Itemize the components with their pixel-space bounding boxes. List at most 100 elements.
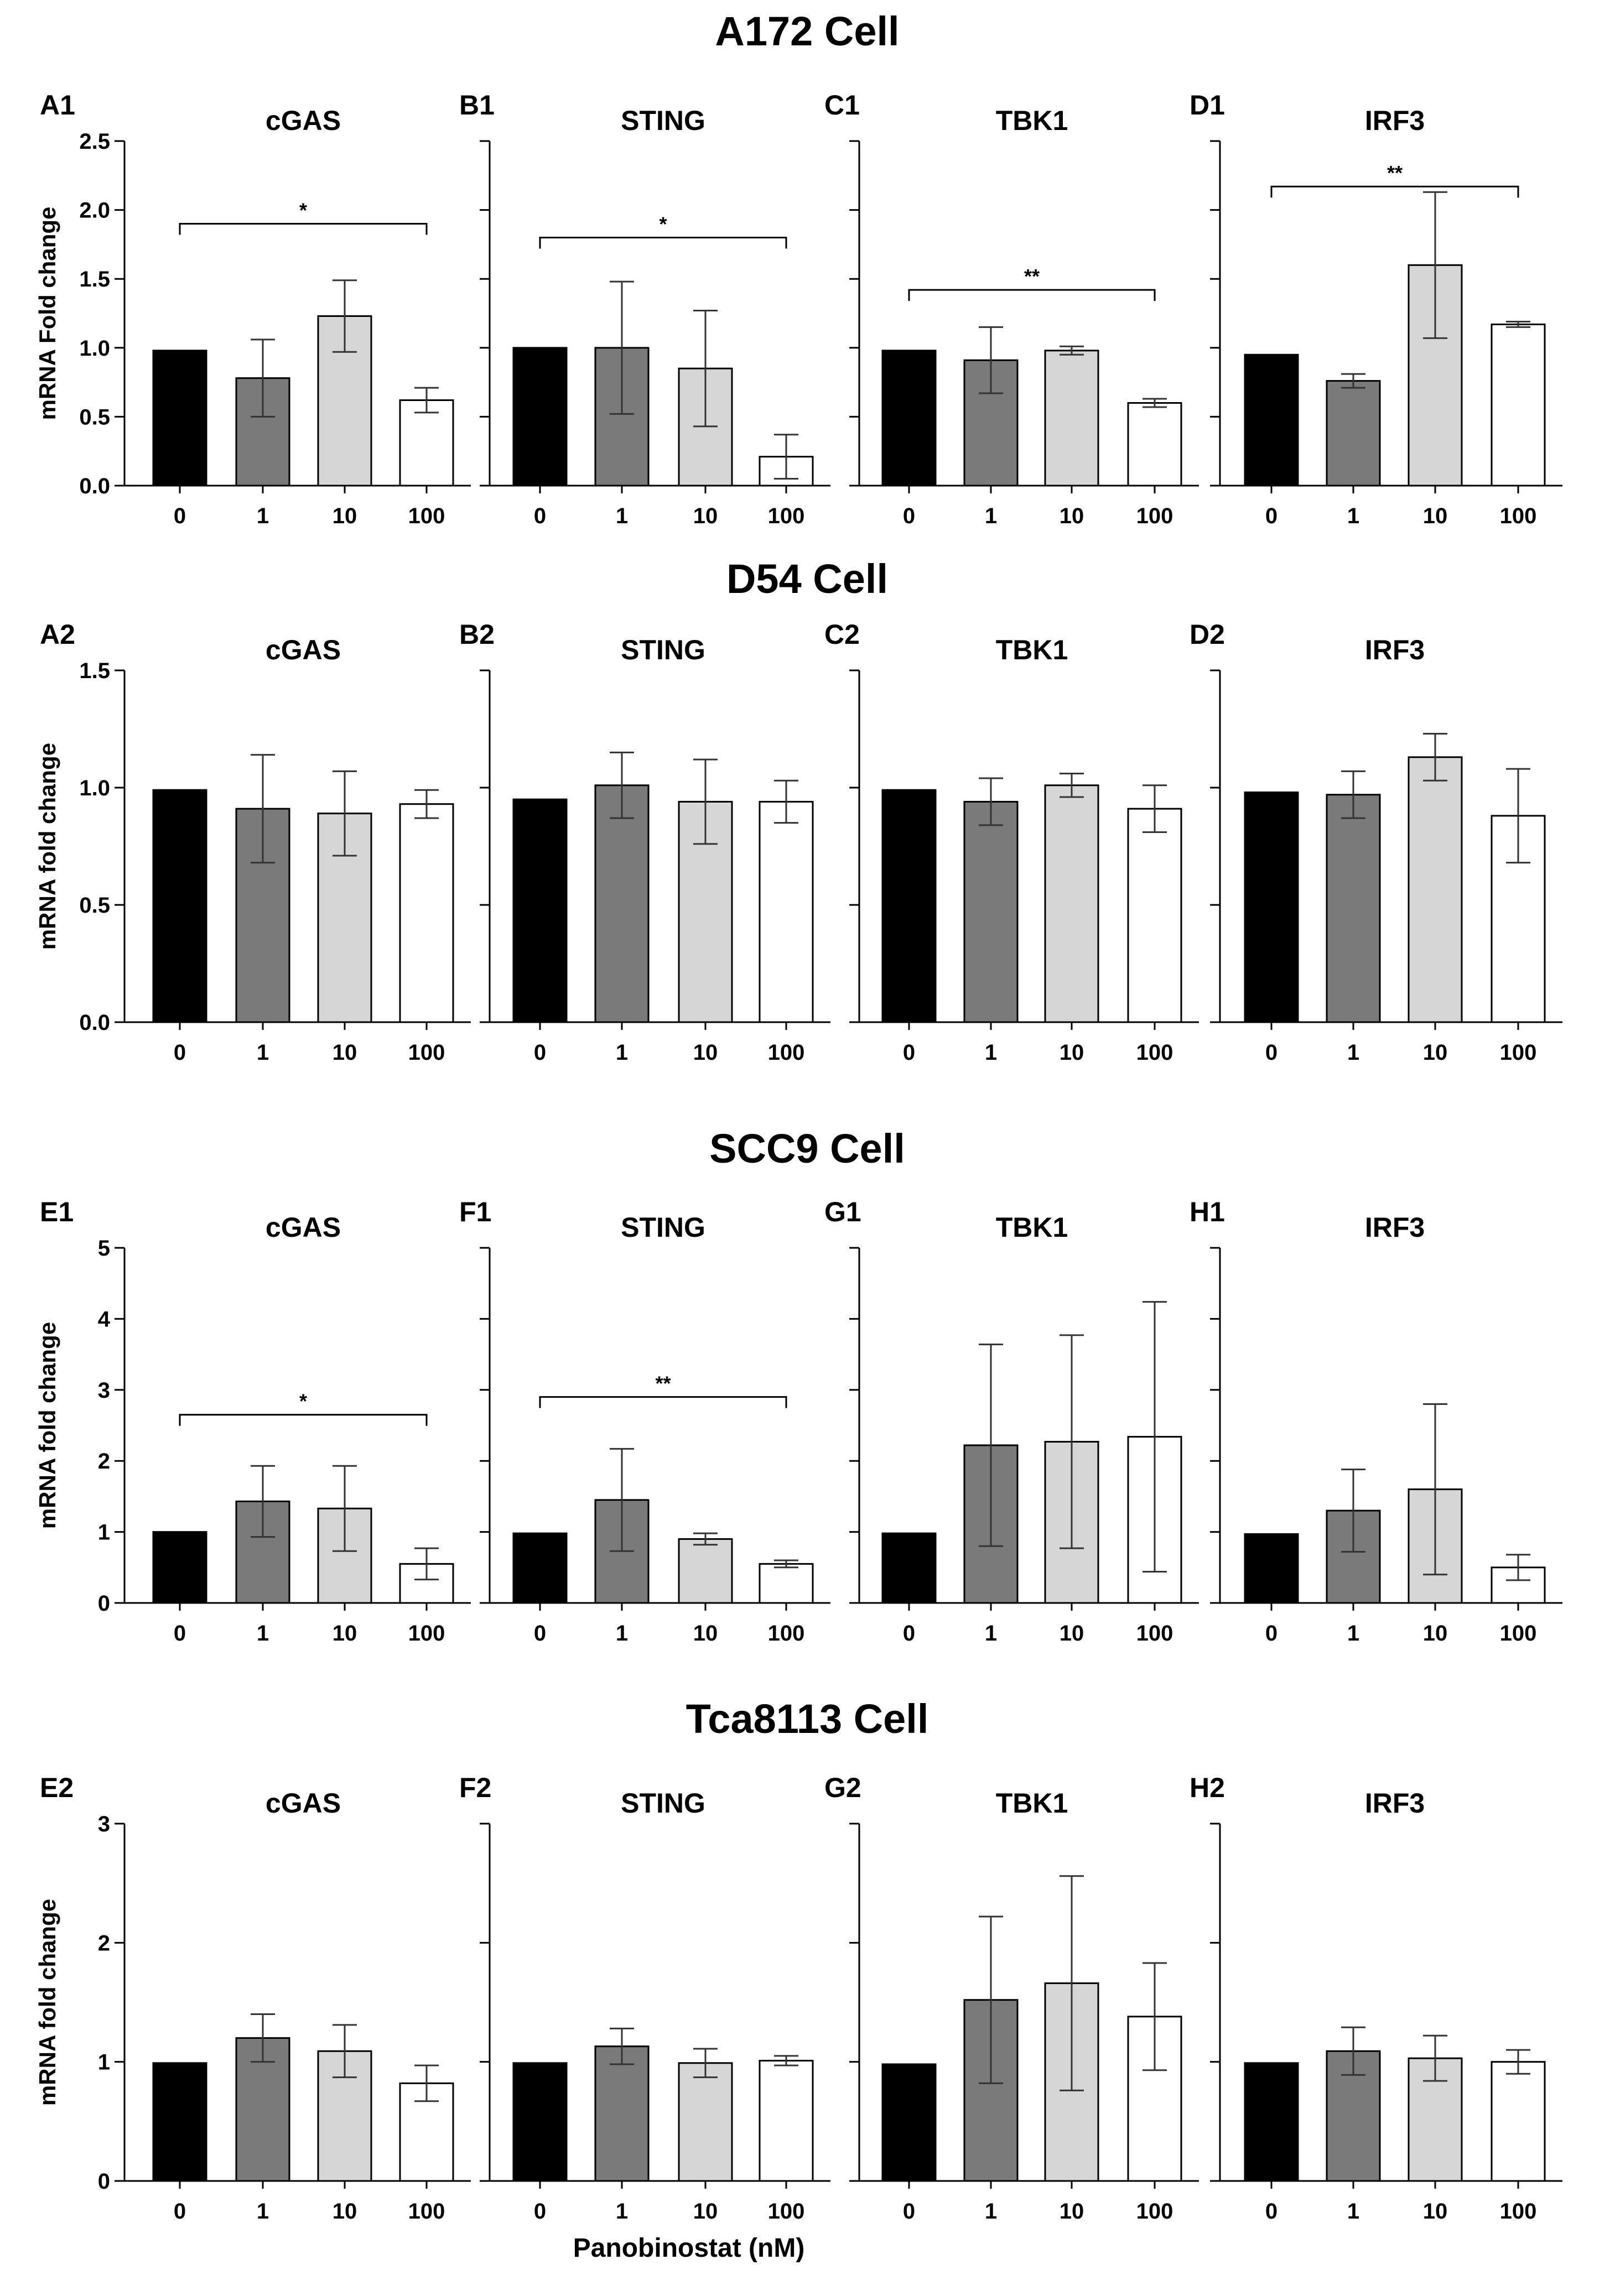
significance-marker: ** [1387, 162, 1403, 184]
bar [1244, 2062, 1299, 2182]
x-tick-label: 0 [534, 2199, 546, 2224]
x-tick-label: 100 [1136, 1040, 1173, 1065]
bar [881, 2063, 937, 2182]
panel-label: H2 [1190, 1772, 1225, 1803]
bar [512, 1532, 568, 1604]
x-tick-label: 0 [174, 2199, 186, 2224]
x-tick-label: 10 [333, 504, 357, 528]
x-tick-label: 0 [534, 1621, 546, 1646]
x-tick-label: 0 [174, 1040, 186, 1065]
panel-label: F2 [459, 1772, 491, 1803]
panel-label: C2 [824, 619, 860, 650]
panel-title: STING [621, 1212, 705, 1243]
bar [1044, 784, 1099, 1023]
significance-bracket [179, 223, 428, 235]
x-tick-label: 10 [693, 1621, 718, 1646]
x-axis-label: Panobinostat (nM) [573, 2233, 805, 2263]
x-tick-label: 1 [257, 1621, 269, 1646]
panel-title: TBK1 [996, 1788, 1068, 1819]
x-tick-label: 10 [693, 504, 718, 528]
y-tick-label: 2.0 [79, 199, 110, 223]
x-tick-label: 0 [534, 504, 546, 528]
significance-bracket [908, 289, 1156, 301]
y-tick-label: 5 [98, 1236, 110, 1261]
bar [678, 2062, 733, 2182]
y-tick-label: 3 [98, 1378, 110, 1403]
x-tick-label: 10 [1423, 1621, 1448, 1646]
x-tick-label: 10 [1423, 2199, 1448, 2224]
panel-label: H1 [1190, 1196, 1225, 1227]
bar [1244, 791, 1299, 1023]
bar [1127, 402, 1182, 487]
section-title: Tca8113 Cell [686, 1696, 929, 1742]
bar [594, 2045, 650, 2182]
bar [399, 803, 454, 1023]
x-tick-label: 10 [693, 1040, 718, 1065]
y-tick-label: 2.5 [79, 129, 110, 154]
panel-title: STING [621, 1788, 705, 1819]
panel-title: TBK1 [996, 1212, 1068, 1243]
x-tick-label: 100 [408, 2199, 445, 2224]
bar [399, 399, 454, 487]
panel-label: G1 [824, 1196, 861, 1227]
x-tick-label: 100 [1136, 504, 1173, 528]
significance-bracket [179, 1414, 428, 1426]
x-tick-label: 1 [257, 1040, 269, 1065]
x-tick-label: 1 [1347, 2199, 1359, 2224]
y-tick-label: 4 [98, 1307, 111, 1331]
y-tick-label: 0 [98, 2169, 110, 2194]
x-tick-label: 100 [1136, 1621, 1173, 1646]
panel-label: C1 [824, 90, 860, 121]
panel-title: IRF3 [1365, 105, 1425, 136]
x-tick-label: 100 [1500, 1621, 1537, 1646]
bar [759, 1563, 814, 1604]
x-tick-label: 0 [903, 1621, 915, 1646]
x-tick-label: 1 [616, 2199, 628, 2224]
panel-title: STING [621, 634, 705, 665]
panel-title: cGAS [266, 1212, 341, 1243]
bar [1491, 323, 1546, 487]
y-tick-label: 0 [98, 1591, 110, 1616]
x-tick-label: 1 [1347, 504, 1359, 528]
x-tick-label: 100 [768, 1040, 805, 1065]
x-tick-label: 0 [1265, 1621, 1278, 1646]
x-tick-label: 100 [1500, 1040, 1537, 1065]
panel-label: B2 [459, 619, 495, 650]
panel-title: STING [621, 105, 705, 136]
x-tick-label: 0 [903, 1040, 915, 1065]
bar [759, 800, 814, 1023]
x-tick-label: 1 [985, 2199, 997, 2224]
x-tick-label: 1 [257, 504, 269, 528]
bar [1326, 380, 1381, 487]
bar [594, 784, 650, 1023]
panel-label: A2 [40, 619, 75, 650]
significance-marker: ** [655, 1372, 671, 1395]
y-tick-label: 1.5 [79, 659, 110, 683]
bar [512, 347, 568, 487]
bar [152, 1531, 207, 1604]
bar [152, 2062, 207, 2182]
panel-label: E1 [40, 1196, 74, 1227]
y-tick-label: 1.5 [79, 267, 110, 291]
x-tick-label: 1 [616, 504, 628, 528]
x-tick-label: 100 [1136, 2199, 1173, 2224]
x-tick-label: 100 [408, 504, 445, 528]
significance-bracket [539, 1396, 787, 1408]
panel-label: B1 [459, 90, 495, 121]
x-tick-label: 100 [1500, 504, 1537, 528]
panel-title: TBK1 [996, 634, 1068, 665]
x-tick-label: 10 [1060, 1621, 1084, 1646]
x-tick-label: 1 [985, 504, 997, 528]
y-tick-label: 2 [98, 1931, 110, 1955]
x-tick-label: 0 [1265, 504, 1278, 528]
y-tick-label: 1 [98, 1521, 110, 1545]
y-tick-label: 0.0 [79, 474, 110, 498]
x-tick-label: 0 [534, 1040, 546, 1065]
x-tick-label: 10 [333, 1621, 357, 1646]
y-tick-label: 1 [98, 2050, 110, 2075]
x-tick-label: 10 [333, 2199, 357, 2224]
x-tick-label: 10 [1060, 1040, 1084, 1065]
bar [1244, 353, 1299, 487]
x-tick-label: 0 [1265, 2199, 1278, 2224]
